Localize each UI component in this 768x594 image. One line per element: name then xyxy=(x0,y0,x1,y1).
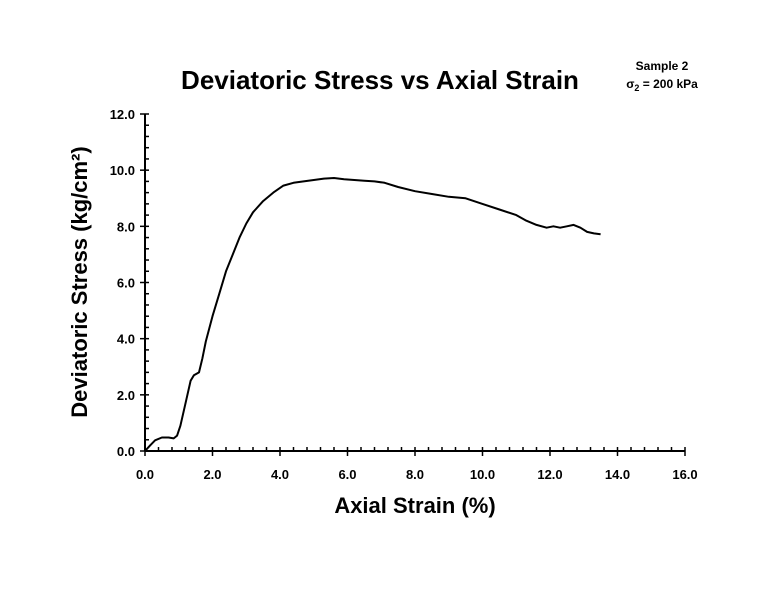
x-tick-label: 2.0 xyxy=(203,467,221,482)
y-tick-label: 6.0 xyxy=(117,276,135,291)
x-axis-label: Axial Strain (%) xyxy=(334,493,495,518)
x-tick-label: 12.0 xyxy=(537,467,562,482)
y-tick-label: 4.0 xyxy=(117,332,135,347)
y-tick-labels: 0.0 2.0 4.0 6.0 8.0 10.0 12.0 xyxy=(110,107,135,459)
x-tick-label: 14.0 xyxy=(605,467,630,482)
x-tick-labels: 0.0 2.0 4.0 6.0 8.0 10.0 12.0 14.0 16.0 xyxy=(136,467,698,482)
stress-strain-curve xyxy=(144,177,601,452)
x-tick-label: 16.0 xyxy=(672,467,697,482)
x-tick-label: 8.0 xyxy=(406,467,424,482)
y-tick-label: 0.0 xyxy=(117,444,135,459)
x-tick-label: 0.0 xyxy=(136,467,154,482)
y-ticks xyxy=(140,113,149,452)
x-tick-label: 4.0 xyxy=(271,467,289,482)
sample-annotation: Sample 2 xyxy=(636,59,689,73)
chart-title: Deviatoric Stress vs Axial Strain xyxy=(181,65,579,95)
y-tick-label: 12.0 xyxy=(110,107,135,122)
x-tick-label: 10.0 xyxy=(470,467,495,482)
x-ticks xyxy=(144,447,686,456)
y-tick-label: 8.0 xyxy=(117,219,135,234)
y-tick-label: 10.0 xyxy=(110,163,135,178)
confining-pressure-annotation: σ2 = 200 kPa xyxy=(626,77,698,93)
y-axis-label: Deviatoric Stress (kg/cm²) xyxy=(67,146,92,417)
y-tick-label: 2.0 xyxy=(117,388,135,403)
x-tick-label: 6.0 xyxy=(338,467,356,482)
